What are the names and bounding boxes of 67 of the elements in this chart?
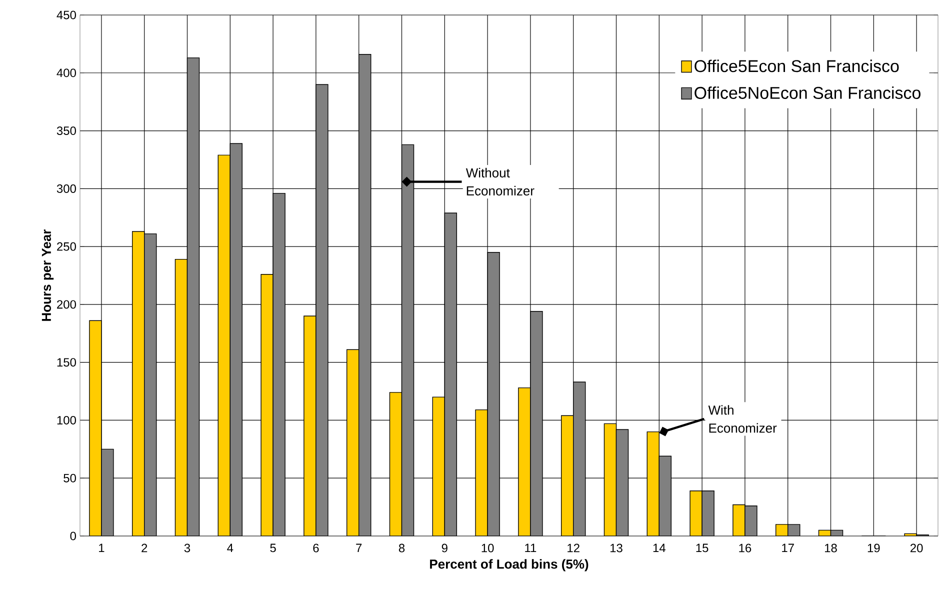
bar [401, 144, 414, 536]
y-tick-label: 0 [70, 532, 76, 540]
x-tick-label: 16 [739, 544, 752, 552]
bar [174, 258, 188, 536]
bar [560, 415, 574, 536]
x-tick-label: 4 [227, 544, 234, 552]
x-tick-label: 19 [868, 544, 880, 552]
y-tick-label: 350 [56, 126, 76, 136]
y-tick-label: 100 [57, 416, 76, 424]
bar [316, 84, 328, 536]
x-tick-label: 9 [442, 544, 448, 552]
bar [186, 57, 200, 536]
x-tick-label: 5 [270, 544, 276, 552]
y-tick-label: 200 [57, 300, 76, 309]
y-tick-label: 250 [57, 242, 76, 251]
x-tick-label: 7 [356, 544, 362, 552]
x-tick-label: 13 [610, 544, 622, 552]
bar [358, 54, 372, 536]
x-tick-label: 18 [824, 544, 837, 552]
bar [604, 423, 617, 536]
x-tick-label: 17 [782, 544, 794, 552]
x-tick-label: 11 [525, 544, 536, 552]
bar [144, 233, 157, 536]
x-tick-label: 12 [568, 544, 580, 552]
bar [432, 396, 446, 536]
bar [230, 143, 243, 536]
x-tick-label: 2 [142, 544, 148, 552]
x-tick-label: 6 [313, 544, 319, 552]
y-axis-title: Hours per Year [42, 229, 54, 321]
legend-label: Office5Econ San Francisco [694, 60, 899, 72]
bar [690, 490, 702, 536]
x-tick-label: 10 [482, 544, 494, 552]
bar [487, 252, 500, 536]
x-tick-label: 8 [398, 544, 405, 552]
bar [89, 320, 102, 536]
bar [132, 231, 145, 536]
bar [260, 274, 274, 536]
y-tick-label: 300 [56, 184, 76, 193]
bar [475, 409, 488, 536]
bar [646, 431, 660, 536]
y-tick-label: 150 [57, 358, 76, 367]
bar [530, 311, 543, 536]
bar [518, 387, 531, 536]
annotation: With Economizer [708, 405, 777, 433]
x-axis-title: Percent of Load bins (5%) [430, 559, 588, 572]
bar [744, 506, 758, 536]
bar [702, 490, 714, 536]
x-tick-label: 14 [653, 544, 666, 552]
bar [218, 154, 230, 536]
bar [444, 212, 458, 536]
bar [304, 316, 316, 536]
bar [389, 392, 402, 536]
y-tick-label: 400 [56, 68, 76, 78]
bar [658, 456, 672, 536]
y-tick-label: 50 [64, 474, 76, 482]
bar [272, 192, 286, 536]
x-tick-label: 20 [910, 544, 923, 552]
y-tick-label: 450 [56, 10, 76, 20]
bar [346, 349, 360, 536]
x-tick-label: 15 [696, 544, 708, 552]
annotation: Without Economizer [466, 168, 534, 196]
bar [573, 382, 586, 536]
x-tick-label: 1 [99, 544, 104, 552]
x-tick-label: 3 [184, 544, 190, 552]
legend-label: Office5NoEcon San Francisco [694, 86, 920, 99]
bar [101, 448, 114, 536]
bar [616, 429, 629, 536]
